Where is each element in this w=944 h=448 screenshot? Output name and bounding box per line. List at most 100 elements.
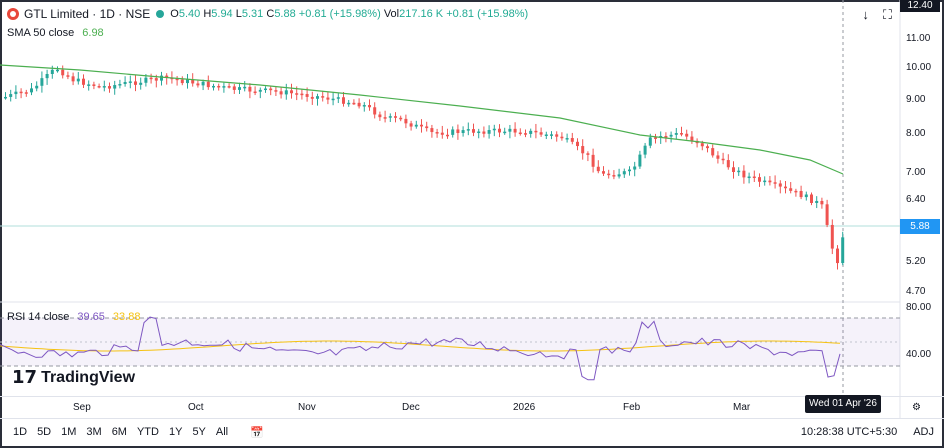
- candle-up: [747, 176, 751, 179]
- candle-down: [685, 133, 689, 137]
- candle-up: [123, 81, 127, 85]
- candle-up: [841, 237, 845, 264]
- candle-down: [518, 132, 522, 135]
- candle-down: [409, 123, 413, 127]
- candle-up: [477, 131, 481, 134]
- candle-down: [654, 137, 657, 139]
- candle-up: [466, 129, 470, 131]
- rsi-legend[interactable]: RSI 14 close 39.65 33.88: [7, 311, 140, 323]
- candle-down: [248, 86, 252, 92]
- rsi-tick: 40.00: [906, 349, 932, 360]
- candle-up: [529, 130, 533, 134]
- candle-up: [674, 133, 678, 135]
- range-6m[interactable]: 6M: [111, 426, 127, 438]
- candle-down: [825, 204, 829, 225]
- current-price-label: 5.88: [900, 219, 940, 234]
- candle-down: [773, 182, 777, 184]
- candle-down: [420, 124, 423, 127]
- candle-up: [258, 89, 262, 92]
- candle-up: [14, 91, 18, 95]
- candle-up: [804, 194, 808, 198]
- candle-down: [108, 86, 111, 89]
- candle-up: [331, 98, 335, 101]
- symbol-logo-icon: [7, 8, 19, 20]
- candle-down: [602, 171, 605, 174]
- range-ytd[interactable]: YTD: [136, 426, 159, 438]
- rsi-line: [0, 316, 841, 381]
- bottom-right-controls: 10:28:38 UTC+5:30 ADJ: [801, 426, 934, 438]
- candle-down: [97, 86, 101, 88]
- candle-up: [35, 85, 39, 89]
- candle-down: [191, 79, 195, 84]
- ohlc-values: O5.40 H5.94 L5.31 C5.88 +0.81 (+15.98%) …: [170, 8, 529, 20]
- candle-up: [316, 96, 319, 99]
- candle-up: [264, 88, 267, 91]
- month-label: Oct: [188, 402, 204, 413]
- range-selector: 1D 5D 1M 3M 6M YTD 1Y 5Y All 📅: [13, 426, 264, 439]
- candle-up: [186, 79, 189, 84]
- candle-down: [61, 69, 65, 76]
- candle-up: [347, 102, 351, 105]
- candle-up: [763, 180, 767, 183]
- settings-icon[interactable]: ⚙: [912, 402, 921, 413]
- candle-down: [154, 78, 158, 81]
- range-5d[interactable]: 5D: [37, 426, 52, 438]
- sma-value: 6.98: [82, 27, 104, 39]
- candle-down: [581, 146, 585, 154]
- candle-down: [92, 84, 96, 87]
- candle-up: [544, 134, 548, 136]
- candle-down: [435, 132, 439, 134]
- sma-legend[interactable]: SMA 50 close 6.98: [7, 27, 104, 39]
- candle-down: [232, 86, 236, 90]
- candle-down: [279, 91, 283, 95]
- candle-up: [461, 130, 465, 134]
- candle-down: [607, 173, 611, 176]
- candle-down: [66, 75, 70, 77]
- range-3m[interactable]: 3M: [86, 426, 102, 438]
- candle-up: [503, 131, 507, 134]
- candle-down: [513, 128, 517, 133]
- candle-up: [628, 169, 631, 172]
- time-axis[interactable]: Sep Oct Nov Dec 2026 Feb Mar ⚙: [0, 396, 944, 416]
- symbol-title[interactable]: GTL Limited · 1D · NSE: [24, 7, 151, 21]
- price-tick: 6.40: [906, 194, 926, 205]
- candle-down: [305, 94, 309, 97]
- candle-down: [269, 88, 273, 91]
- fullscreen-icon[interactable]: ⛶: [882, 7, 892, 22]
- candle-down: [596, 166, 600, 172]
- tradingview-watermark: 𝟭𝟳 TradingView: [12, 367, 136, 387]
- candle-down: [570, 138, 574, 142]
- candle-up: [128, 81, 132, 83]
- candle-up: [492, 128, 496, 131]
- range-5y[interactable]: 5Y: [192, 426, 206, 438]
- candle-up: [118, 84, 122, 86]
- candle-down: [664, 136, 668, 138]
- candle-down: [82, 78, 85, 85]
- candle-up: [617, 174, 621, 177]
- candle-down: [768, 180, 772, 183]
- range-all[interactable]: All: [215, 426, 229, 438]
- price-axis[interactable]: 11.00 10.00 9.00 8.00 7.00 6.40 5.20 4.7…: [902, 0, 942, 395]
- candle-down: [612, 175, 616, 177]
- candle-up: [222, 86, 226, 88]
- price-tick: 8.00: [906, 128, 926, 139]
- candle-up: [243, 86, 247, 89]
- clock-timezone[interactable]: 10:28:38 UTC+5:30: [800, 426, 898, 438]
- range-1m[interactable]: 1M: [61, 426, 77, 438]
- calendar-range-icon[interactable]: 📅: [250, 427, 264, 439]
- candle-up: [487, 130, 491, 134]
- rsi-ma-line: [0, 340, 841, 352]
- candle-up: [45, 73, 49, 79]
- candle-down: [149, 77, 153, 80]
- adj-toggle[interactable]: ADJ: [913, 426, 934, 438]
- arrow-down-icon[interactable]: ↓: [862, 7, 869, 22]
- candle-up: [113, 85, 117, 89]
- market-status-icon: [156, 10, 165, 18]
- candle-up: [622, 171, 626, 175]
- candle-down: [799, 190, 803, 198]
- range-1y[interactable]: 1Y: [168, 426, 183, 438]
- range-1d[interactable]: 1D: [13, 426, 28, 438]
- candle-up: [102, 86, 106, 88]
- candle-down: [373, 107, 377, 115]
